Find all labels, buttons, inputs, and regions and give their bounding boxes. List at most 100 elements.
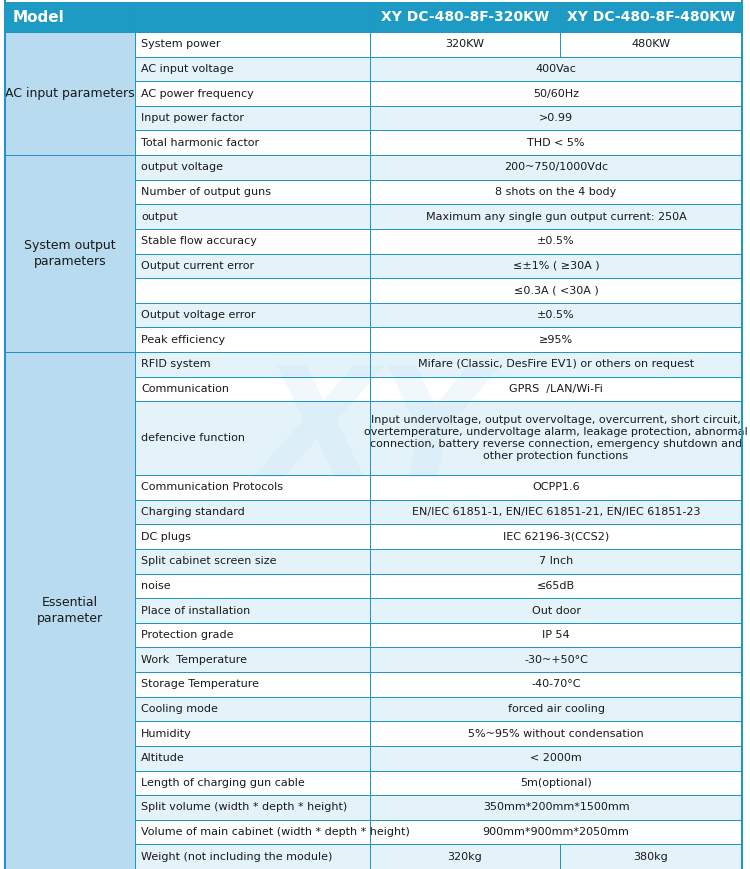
Text: -40-70°C: -40-70°C xyxy=(531,680,580,689)
Text: Output current error: Output current error xyxy=(141,261,254,271)
Bar xyxy=(135,574,370,598)
Text: Communication Protocols: Communication Protocols xyxy=(141,482,283,493)
Text: XY DC-480-8F-480KW: XY DC-480-8F-480KW xyxy=(567,10,735,24)
Bar xyxy=(135,56,370,81)
Text: AC power frequency: AC power frequency xyxy=(141,89,254,98)
Bar xyxy=(370,549,742,574)
Text: Volume of main cabinet (width * depth * height): Volume of main cabinet (width * depth * … xyxy=(141,827,410,837)
Bar xyxy=(135,130,370,155)
Text: Weight (not including the module): Weight (not including the module) xyxy=(141,852,332,862)
Bar xyxy=(135,746,370,771)
Text: ≥95%: ≥95% xyxy=(539,335,573,345)
Text: Work  Temperature: Work Temperature xyxy=(141,654,247,665)
Bar xyxy=(135,376,370,401)
Bar xyxy=(135,254,370,278)
Text: noise: noise xyxy=(141,580,170,591)
Bar xyxy=(370,795,742,819)
Text: forced air cooling: forced air cooling xyxy=(508,704,604,714)
Bar xyxy=(370,623,742,647)
Bar xyxy=(135,672,370,697)
Text: ±0.5%: ±0.5% xyxy=(537,236,574,246)
Bar xyxy=(370,746,742,771)
Bar xyxy=(135,549,370,574)
Text: output voltage: output voltage xyxy=(141,163,223,172)
Text: 5%~95% without condensation: 5%~95% without condensation xyxy=(468,728,644,739)
Text: Stable flow accuracy: Stable flow accuracy xyxy=(141,236,256,246)
Bar xyxy=(135,771,370,795)
Bar xyxy=(370,204,742,229)
Bar xyxy=(370,302,742,328)
Bar xyxy=(135,229,370,254)
Bar xyxy=(135,204,370,229)
Bar xyxy=(370,81,742,106)
Text: Humidity: Humidity xyxy=(141,728,192,739)
Text: 900mm*900mm*2050mm: 900mm*900mm*2050mm xyxy=(482,827,629,837)
Bar xyxy=(370,130,742,155)
Bar xyxy=(135,401,370,475)
Bar xyxy=(370,229,742,254)
Bar xyxy=(135,180,370,204)
Text: ±0.5%: ±0.5% xyxy=(537,310,574,320)
Bar xyxy=(135,475,370,500)
Bar xyxy=(370,500,742,524)
Text: -30~+50°C: -30~+50°C xyxy=(524,654,588,665)
Bar xyxy=(370,672,742,697)
Bar xyxy=(370,771,742,795)
Text: ≤0.3A ( <30A ): ≤0.3A ( <30A ) xyxy=(514,286,598,295)
Bar xyxy=(560,32,742,56)
Text: Output voltage error: Output voltage error xyxy=(141,310,256,320)
Bar xyxy=(135,106,370,130)
Bar xyxy=(370,376,742,401)
Bar xyxy=(135,278,370,302)
Bar xyxy=(370,254,742,278)
Bar xyxy=(5,155,135,352)
Text: Place of installation: Place of installation xyxy=(141,606,250,615)
Text: 8 shots on the 4 body: 8 shots on the 4 body xyxy=(495,187,616,197)
Text: ≤65dB: ≤65dB xyxy=(537,580,575,591)
Bar xyxy=(135,2,370,32)
Bar xyxy=(370,352,742,376)
Bar xyxy=(135,697,370,721)
Text: Split volume (width * depth * height): Split volume (width * depth * height) xyxy=(141,802,347,813)
Bar xyxy=(5,352,135,869)
Bar xyxy=(370,819,742,845)
Text: Storage Temperature: Storage Temperature xyxy=(141,680,259,689)
Text: XY: XY xyxy=(261,360,489,509)
Text: THD < 5%: THD < 5% xyxy=(527,138,585,148)
Text: 350mm*200mm*1500mm: 350mm*200mm*1500mm xyxy=(483,802,629,813)
Text: System power: System power xyxy=(141,39,220,50)
Bar xyxy=(135,302,370,328)
Bar xyxy=(135,155,370,180)
Bar xyxy=(135,32,370,56)
Text: Communication: Communication xyxy=(141,384,229,394)
Bar xyxy=(370,647,742,672)
Text: Total harmonic factor: Total harmonic factor xyxy=(141,138,260,148)
Bar xyxy=(370,155,742,180)
Text: XY DC-480-8F-320KW: XY DC-480-8F-320KW xyxy=(381,10,549,24)
Text: Split cabinet screen size: Split cabinet screen size xyxy=(141,556,277,567)
Text: 320kg: 320kg xyxy=(448,852,482,862)
Bar xyxy=(370,56,742,81)
Text: output: output xyxy=(141,212,178,222)
Text: defencive function: defencive function xyxy=(141,433,245,443)
Text: Length of charging gun cable: Length of charging gun cable xyxy=(141,778,304,788)
Text: Model: Model xyxy=(13,10,64,24)
Text: System output
parameters: System output parameters xyxy=(24,239,116,268)
Bar xyxy=(135,598,370,623)
Bar xyxy=(370,180,742,204)
Text: Mifare (Classic, DesFire EV1) or others on request: Mifare (Classic, DesFire EV1) or others … xyxy=(418,360,694,369)
Text: IP 54: IP 54 xyxy=(542,630,570,640)
Bar xyxy=(135,819,370,845)
Bar xyxy=(370,475,742,500)
Bar xyxy=(370,598,742,623)
Bar xyxy=(135,500,370,524)
Bar xyxy=(370,524,742,549)
Text: < 2000m: < 2000m xyxy=(530,753,582,763)
Bar xyxy=(560,2,742,32)
Text: >0.99: >0.99 xyxy=(539,113,573,123)
Text: 380kg: 380kg xyxy=(634,852,668,862)
Bar xyxy=(370,697,742,721)
Text: Out door: Out door xyxy=(532,606,580,615)
Text: EN/IEC 61851-1, EN/IEC 61851-21, EN/IEC 61851-23: EN/IEC 61851-1, EN/IEC 61851-21, EN/IEC … xyxy=(412,507,700,517)
Bar xyxy=(370,106,742,130)
